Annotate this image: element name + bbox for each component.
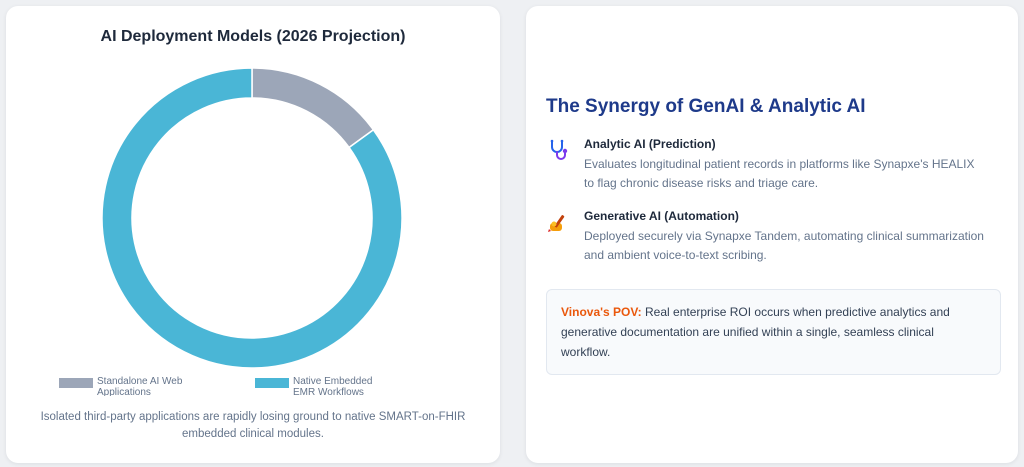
synergy-card: The Synergy of GenAI & Analytic AI Analy… <box>526 6 1018 463</box>
feature-heading: Generative AI (Automation) <box>584 209 739 223</box>
donut-slice-standalone[interactable] <box>251 67 375 149</box>
donut-chart <box>101 67 403 369</box>
donut-slice-native[interactable] <box>101 67 403 369</box>
pov-callout: Vinova's POV: Real enterprise ROI occurs… <box>546 289 1001 375</box>
pov-text: Real enterprise ROI occurs when predicti… <box>561 305 950 359</box>
legend-item-standalone[interactable]: Standalone AI Web Applications <box>59 376 185 396</box>
legend-label: Standalone AI Web Applications <box>97 376 183 396</box>
chart-title: AI Deployment Models (2026 Projection) <box>100 28 406 45</box>
legend-swatch <box>255 378 289 388</box>
writing-hand-icon <box>546 210 570 234</box>
legend-label: Native Embedded EMR Workflows <box>293 376 373 396</box>
feature-heading: Analytic AI (Prediction) <box>584 137 716 151</box>
chart-caption: Isolated third-party applications are ra… <box>40 411 466 440</box>
feature-description: Deployed securely via Synapxe Tandem, au… <box>584 229 984 262</box>
legend-item-native[interactable]: Native Embedded EMR Workflows <box>255 376 381 396</box>
chart-legend: Standalone AI Web Applications Native Em… <box>6 376 500 396</box>
section-title: The Synergy of GenAI & Analytic AI <box>546 96 866 117</box>
stethoscope-icon <box>546 138 570 162</box>
chart-card: AI Deployment Models (2026 Projection) S… <box>6 6 500 463</box>
feature-description: Evaluates longitudinal patient records i… <box>584 157 975 190</box>
legend-swatch <box>59 378 93 388</box>
pov-label: Vinova's POV: <box>561 305 642 319</box>
